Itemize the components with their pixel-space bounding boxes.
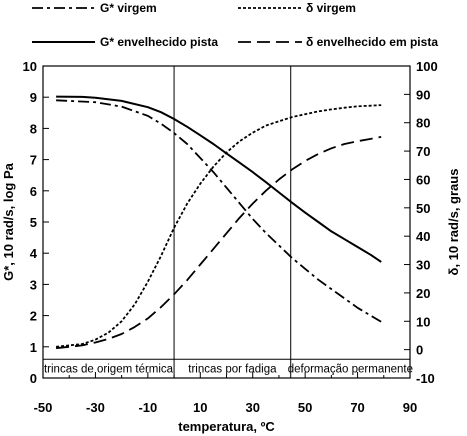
y-right-tick-label-11: 100 [416,59,438,74]
y-left-tick-label-4: 4 [30,246,38,261]
axes: -50 -30 -10 10 30 50 70 90 0 1 2 3 4 5 6 7 8 9 10 -10 0 10 20 3… [23,59,438,415]
x-tick-label-7: 90 [403,400,417,415]
series-line-0 [56,99,382,323]
series-line-3 [56,136,382,350]
y-left-tick-label-2: 2 [30,309,37,324]
zone-label-2: deformação permanente [288,364,413,376]
y-right-tick-label-0: -10 [416,371,435,386]
legend-label-1: δ virgem [306,1,356,15]
y-right-tick-label-2: 10 [416,314,430,329]
y-left-tick-label-6: 6 [30,184,37,199]
y-right-tick-label-7: 60 [416,172,430,187]
y-left-tick-label-8: 8 [30,121,37,136]
series-lines [56,95,382,350]
y-right-tick-label-6: 50 [416,201,430,216]
legend-label-2: G* envelhecido pista [100,35,218,49]
y-left-axis-title: G*, 10 rad/s, log Pa [1,162,16,281]
y-right-tick-label-5: 40 [416,229,430,244]
y-right-tick-label-3: 20 [416,286,430,301]
y-right-tick-label-10: 90 [416,87,430,102]
zones: trincas de origem térmica trincas por fad… [43,66,413,378]
y-left-tick-label-3: 3 [30,277,37,292]
y-right-tick-label-9: 80 [416,116,430,131]
x-axis-title: temperatura, ºC [178,419,275,434]
legend: G* virgem δ virgem G* envelhecido pista δ e… [32,1,438,49]
legend-label-0: G* virgem [100,1,157,15]
y-left-tick-label-10: 10 [23,59,37,74]
y-right-tick-label-4: 30 [416,258,430,273]
y-left-tick-label-9: 9 [30,90,37,105]
x-tick-label-4: 30 [245,400,259,415]
y-right-tick-label-1: 0 [416,343,423,358]
x-tick-label-3: 10 [193,400,207,415]
y-left-tick-label-7: 7 [30,153,37,168]
x-tick-label-0: -50 [34,400,53,415]
y-right-axis-title: δ, 10 rad/s, graus [446,169,461,276]
y-left-tick-label-0: 0 [30,371,37,386]
x-tick-label-5: 50 [298,400,312,415]
series-line-1 [56,104,382,348]
zone-label-1: trincas por fadiga [188,364,277,376]
x-tick-label-6: 70 [350,400,364,415]
x-tick-label-1: -30 [86,400,105,415]
series-line-2 [56,95,382,263]
zone-label-0: trincas de origem térmica [44,364,174,376]
legend-label-3: δ envelhecido em pista [306,35,438,49]
y-right-tick-label-8: 70 [416,144,430,159]
plot-frame [42,65,411,379]
x-tick-label-2: -10 [138,400,157,415]
y-left-tick-label-5: 5 [30,215,37,230]
y-left-tick-label-1: 1 [30,340,37,355]
